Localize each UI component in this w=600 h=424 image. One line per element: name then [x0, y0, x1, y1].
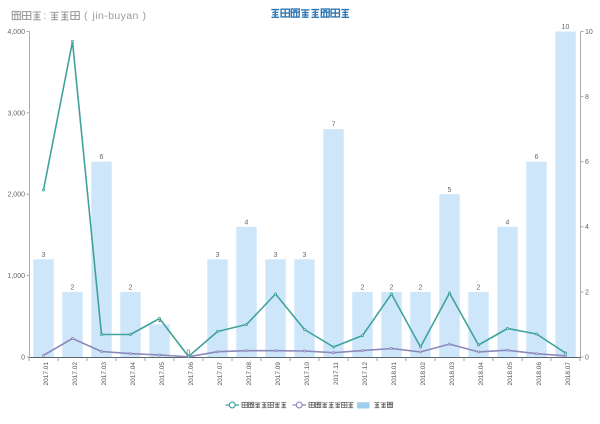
svg-text:2018.03: 2018.03	[449, 362, 456, 386]
svg-text:3: 3	[303, 252, 307, 259]
svg-text:2017.04: 2017.04	[130, 362, 137, 386]
svg-text:6: 6	[585, 159, 589, 166]
svg-text:2017.02: 2017.02	[72, 362, 79, 386]
svg-text:1: 1	[158, 317, 162, 324]
svg-text:(: (	[84, 10, 88, 22]
svg-text:2: 2	[585, 289, 589, 296]
svg-text:2018.05: 2018.05	[507, 362, 514, 386]
svg-text:0: 0	[585, 354, 589, 361]
svg-text:4: 4	[245, 219, 249, 226]
svg-text:2017.09: 2017.09	[275, 362, 282, 386]
svg-text:4,000: 4,000	[7, 29, 25, 36]
svg-text:4: 4	[506, 219, 510, 226]
svg-text:1,000: 1,000	[7, 273, 25, 280]
svg-text:): )	[143, 10, 147, 22]
svg-text:6: 6	[100, 154, 104, 161]
svg-text:2017.01: 2017.01	[43, 362, 50, 386]
svg-text:3: 3	[274, 252, 278, 259]
svg-text:2: 2	[419, 284, 423, 291]
svg-text:2017.12: 2017.12	[362, 362, 369, 386]
svg-text:0: 0	[187, 350, 191, 357]
svg-text:2017.06: 2017.06	[188, 362, 195, 386]
svg-text:2: 2	[361, 284, 365, 291]
svg-text:2017.11: 2017.11	[333, 362, 340, 385]
svg-text:3: 3	[216, 252, 220, 259]
svg-text:2018.07: 2018.07	[565, 362, 572, 386]
svg-text:2017.10: 2017.10	[304, 362, 311, 386]
svg-text:jin-buyan: jin-buyan	[92, 10, 139, 22]
svg-text:8: 8	[585, 94, 589, 101]
svg-text:2017.03: 2017.03	[101, 362, 108, 386]
svg-text:2017.05: 2017.05	[159, 362, 166, 386]
svg-text:2,000: 2,000	[7, 192, 25, 199]
svg-text:2018.02: 2018.02	[420, 362, 427, 386]
svg-text:5: 5	[448, 187, 452, 194]
svg-text:3,000: 3,000	[7, 110, 25, 117]
svg-text:2: 2	[129, 284, 133, 291]
svg-text:7: 7	[332, 122, 336, 129]
svg-text:4: 4	[585, 224, 589, 231]
svg-text:2: 2	[390, 284, 394, 291]
svg-text:2017.08: 2017.08	[246, 362, 253, 386]
svg-text:2017.07: 2017.07	[217, 362, 224, 386]
svg-text:2: 2	[477, 284, 481, 291]
svg-text:2: 2	[71, 284, 75, 291]
svg-text:2018.06: 2018.06	[536, 362, 543, 386]
svg-text:10: 10	[585, 29, 593, 36]
svg-text:3: 3	[42, 252, 46, 259]
svg-text:0: 0	[21, 354, 25, 361]
svg-text::: :	[44, 11, 47, 22]
svg-text:6: 6	[535, 154, 539, 161]
svg-text:10: 10	[562, 24, 570, 31]
svg-text:2018.01: 2018.01	[391, 362, 398, 386]
svg-text:2018.04: 2018.04	[478, 362, 485, 386]
